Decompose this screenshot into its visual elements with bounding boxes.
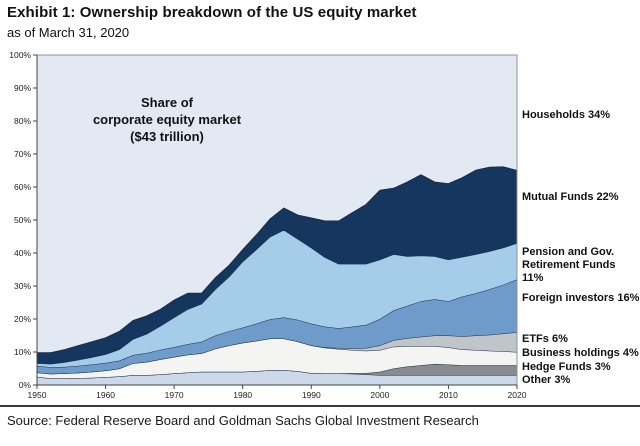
- chart-annotation: Share of corporate equity market ($43 tr…: [92, 95, 242, 144]
- exhibit-title: Exhibit 1: Ownership breakdown of the US…: [7, 4, 417, 21]
- band-other: [37, 370, 517, 385]
- band-mutual-funds: [37, 166, 517, 364]
- x-tick-label: 2020: [508, 390, 527, 400]
- band-hedge-funds: [37, 363, 517, 379]
- band-pension-and-gov-retirement-funds: [37, 229, 517, 368]
- y-tick-label: 70%: [14, 149, 31, 159]
- x-tick-label: 1950: [28, 390, 47, 400]
- y-tick-label: 60%: [14, 182, 31, 192]
- band-foreign-investors: [37, 279, 517, 374]
- series-label-etfs: ETFs 6%: [522, 333, 568, 345]
- y-tick-label: 100%: [9, 50, 31, 60]
- series-label-hedge-funds: Hedge Funds 3%: [522, 361, 611, 373]
- y-tick-label: 80%: [14, 116, 31, 126]
- series-label-business-holdings: Business holdings 4%: [522, 347, 639, 359]
- y-tick-label: 40%: [14, 248, 31, 258]
- exhibit-subtitle: as of March 31, 2020: [7, 25, 130, 40]
- y-tick-label: 30%: [14, 281, 31, 291]
- y-tick-label: 10%: [14, 347, 31, 357]
- x-tick-label: 2000: [370, 390, 389, 400]
- x-tick-label: 1960: [96, 390, 115, 400]
- x-tick-label: 2010: [439, 390, 458, 400]
- y-tick-label: 50%: [14, 215, 31, 225]
- series-label-other: Other 3%: [522, 374, 571, 386]
- x-tick-label: 1970: [165, 390, 184, 400]
- y-tick-label: 20%: [14, 314, 31, 324]
- band-edge: [37, 166, 518, 354]
- band-business-holdings: [37, 338, 517, 379]
- footer-divider: [0, 405, 640, 407]
- x-tick-label: 1990: [302, 390, 321, 400]
- band-etfs: [37, 332, 517, 374]
- y-tick-label: 90%: [14, 83, 31, 93]
- series-label-foreign-investors: Foreign investors 16%: [522, 292, 640, 304]
- source-attribution: Source: Federal Reserve Board and Goldma…: [7, 413, 479, 428]
- x-tick-label: 1980: [233, 390, 252, 400]
- y-tick-label: 0%: [19, 380, 32, 390]
- series-label-households: Households 34%: [522, 109, 611, 121]
- series-label-mutual-funds: Mutual Funds 22%: [522, 191, 619, 203]
- series-label-pension-funds: Pension and Gov. Retirement Funds 11%: [522, 246, 616, 284]
